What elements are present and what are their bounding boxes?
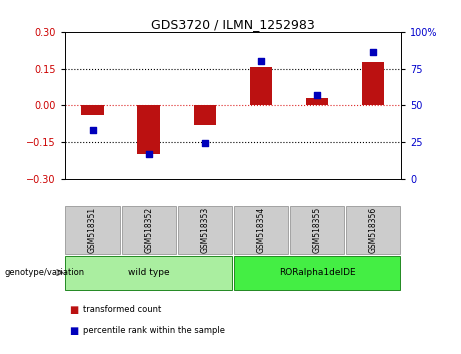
Point: [313, 92, 321, 98]
Text: GSM518351: GSM518351: [88, 207, 97, 253]
Bar: [250, 67, 272, 105]
Text: GSM518355: GSM518355: [313, 207, 321, 253]
Point: [201, 141, 208, 146]
Text: wild type: wild type: [128, 268, 170, 277]
Text: genotype/variation: genotype/variation: [5, 268, 85, 277]
Text: RORalpha1delDE: RORalpha1delDE: [278, 268, 355, 277]
Text: percentile rank within the sample: percentile rank within the sample: [83, 326, 225, 336]
Bar: [82, 105, 104, 115]
Point: [89, 127, 96, 133]
Bar: [362, 62, 384, 105]
Text: GSM518354: GSM518354: [256, 207, 266, 253]
Text: GSM518353: GSM518353: [200, 207, 209, 253]
Text: transformed count: transformed count: [83, 305, 161, 314]
Text: GSM518356: GSM518356: [368, 207, 378, 253]
Point: [369, 50, 377, 55]
Text: ■: ■: [69, 305, 78, 315]
Bar: [137, 105, 160, 154]
Text: GSM518352: GSM518352: [144, 207, 153, 253]
Point: [257, 58, 265, 64]
Text: ■: ■: [69, 326, 78, 336]
Title: GDS3720 / ILMN_1252983: GDS3720 / ILMN_1252983: [151, 18, 315, 31]
Bar: [194, 105, 216, 125]
Point: [145, 151, 152, 156]
Bar: [306, 98, 328, 105]
